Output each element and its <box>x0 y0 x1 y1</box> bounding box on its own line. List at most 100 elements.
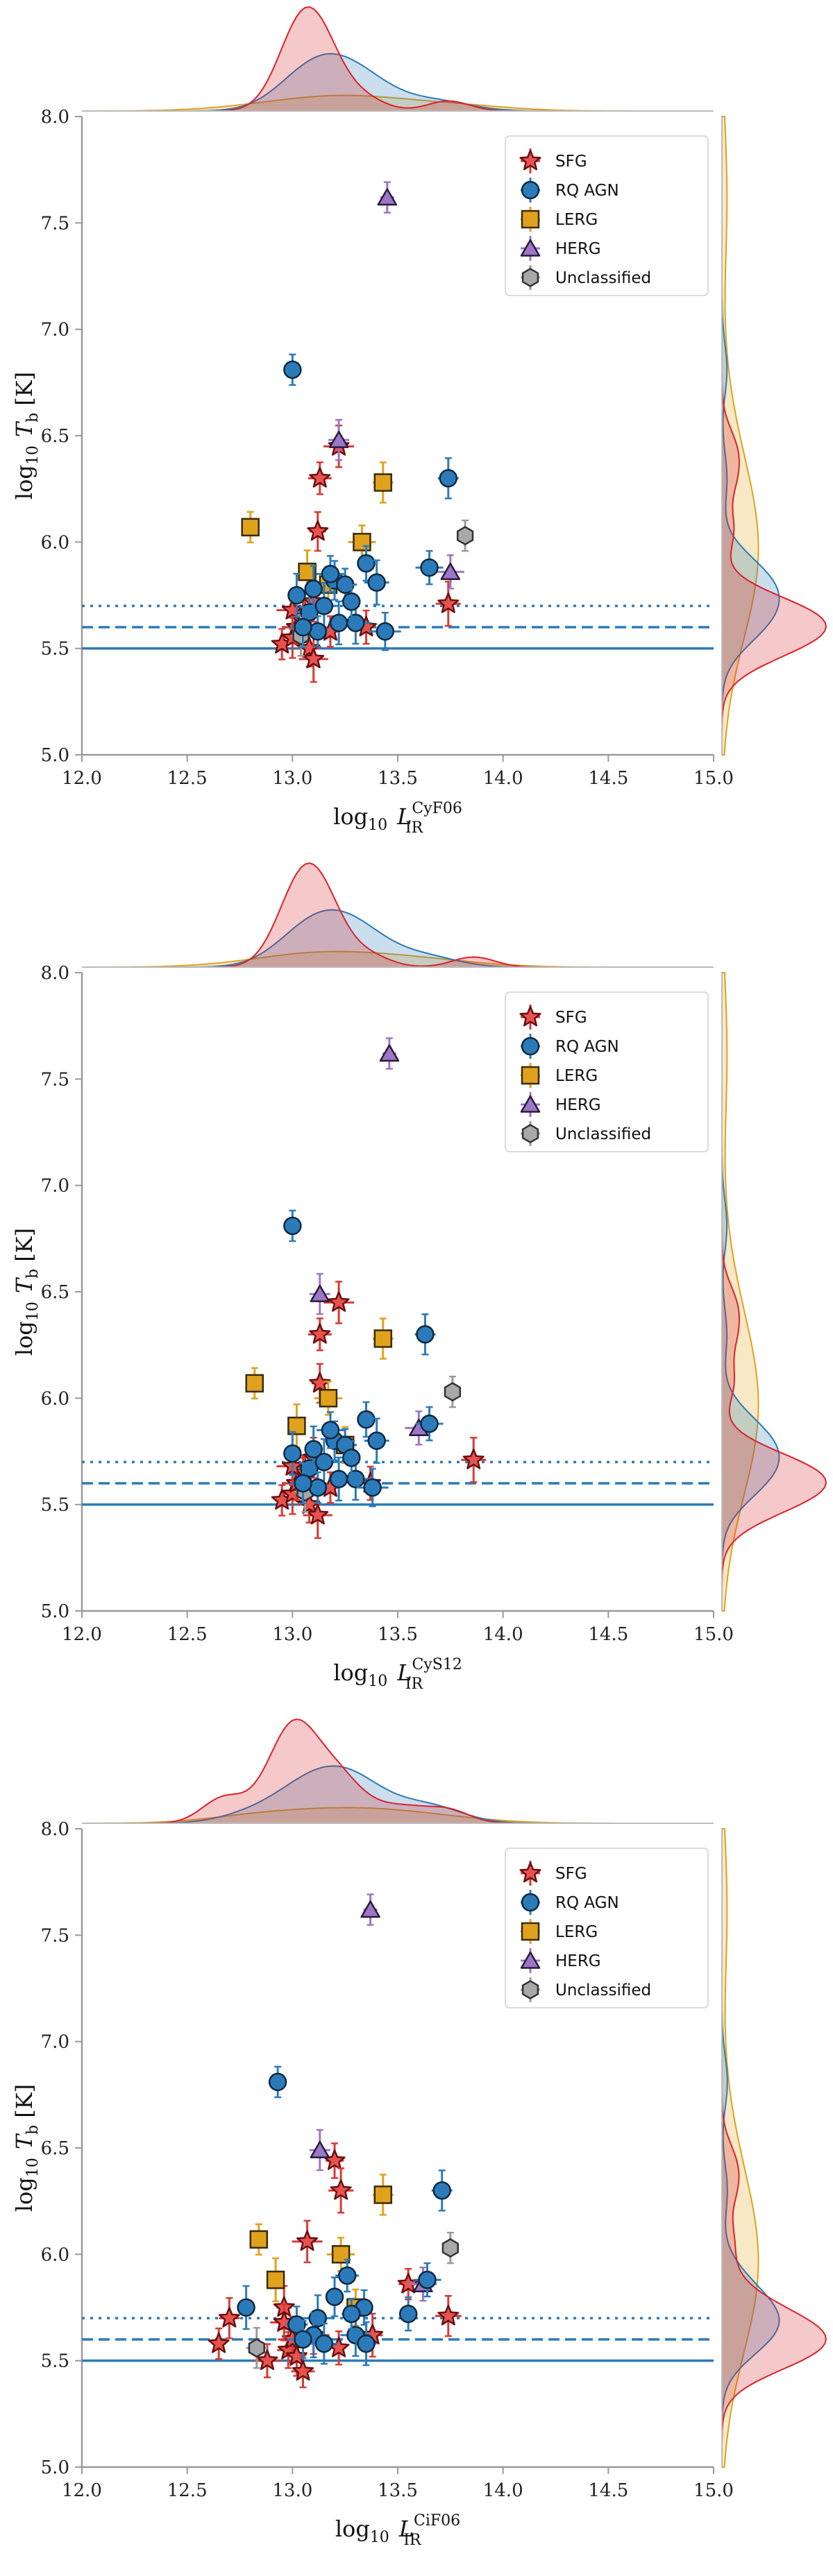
x-tick-label: 12.5 <box>167 2480 208 2501</box>
point-rq-agn <box>314 597 334 615</box>
legend-label: Unclassified <box>555 1125 651 1143</box>
point-lerg <box>353 533 371 552</box>
point-rq-agn <box>268 2072 287 2092</box>
point-sfg <box>309 1323 331 1344</box>
legend-marker-square <box>521 210 540 229</box>
point-sfg <box>328 1291 350 1312</box>
legend-marker-triangle <box>520 1095 541 1113</box>
x-tick-label: 13.0 <box>272 1624 312 1645</box>
legend: SFG RQ AGN LERG HERG Unclassified <box>505 135 709 296</box>
y-tick-label: 5.5 <box>41 1495 69 1516</box>
y-tick-label: 8.0 <box>41 1819 69 1840</box>
y-tick-label: 7.5 <box>41 1069 69 1090</box>
point-rq-agn <box>342 1448 361 1467</box>
point-rq-agn <box>346 1469 365 1489</box>
data-points <box>241 181 474 683</box>
point-sfg <box>292 2360 314 2381</box>
right-kde-marginal <box>721 1828 827 2468</box>
point-rq-agn <box>237 2298 255 2317</box>
legend-label: RQ AGN <box>555 1894 619 1912</box>
point-sfg <box>309 467 331 488</box>
y-tick-label: 7.0 <box>41 2032 69 2053</box>
kde-right-other <box>721 116 759 756</box>
point-lerg <box>331 2245 351 2264</box>
kde-top-sfg <box>82 1718 714 1824</box>
point-herg <box>328 430 349 448</box>
legend-marker-star <box>519 1861 541 1883</box>
legend-label: SFG <box>555 1865 587 1883</box>
point-rq-agn <box>321 1421 340 1440</box>
y-tick-label: 6.5 <box>41 426 69 447</box>
point-rq-agn <box>287 586 306 605</box>
chart-panel-cif06: 12.0 12.5 13.0 13.5 14.0 14.5 15.0 5.0 5.5 6.0 6.5… <box>11 1718 827 2549</box>
point-unclassified <box>456 526 474 546</box>
point-herg <box>360 1900 380 1918</box>
kde-top-rq-agn <box>82 909 714 968</box>
point-rq-agn <box>418 2270 437 2289</box>
legend-marker-circle <box>521 1037 540 1056</box>
y-tick-label: 5.5 <box>41 2351 69 2372</box>
x-tick-label: 15.0 <box>693 2480 734 2501</box>
legend-marker-hexagon <box>521 1979 539 2000</box>
x-tick-label: 13.0 <box>272 2480 312 2501</box>
x-tick-label: 12.0 <box>62 2480 102 2501</box>
point-sfg <box>309 1372 331 1393</box>
x-tick-label: 14.0 <box>483 768 523 789</box>
legend-marker-circle <box>521 180 540 200</box>
y-tick-label: 5.0 <box>41 2457 69 2478</box>
top-kde-marginal <box>82 862 714 968</box>
legend-label: SFG <box>555 153 587 171</box>
legend-label: RQ AGN <box>555 1038 619 1056</box>
point-lerg <box>266 2270 285 2289</box>
point-herg <box>379 1044 400 1062</box>
x-tick-label: 14.5 <box>588 2480 628 2501</box>
point-rq-agn <box>329 1469 348 1489</box>
legend-label: Unclassified <box>555 1981 651 1999</box>
x-tick-label: 14.5 <box>588 768 628 789</box>
x-tick-label: 14.0 <box>483 2480 523 2501</box>
axes: 12.0 12.5 13.0 13.5 14.0 14.5 15.0 5.0 5.5 6.0 6.5… <box>11 1819 734 2549</box>
x-tick-label: 13.5 <box>378 2480 418 2501</box>
point-rq-agn <box>314 2334 334 2353</box>
x-tick-label: 12.5 <box>167 1624 208 1645</box>
point-rq-agn <box>329 613 348 633</box>
y-tick-label: 6.5 <box>41 2138 69 2159</box>
y-tick-label: 6.0 <box>41 532 69 553</box>
point-herg <box>310 2140 330 2158</box>
legend-box <box>505 135 709 296</box>
data-points <box>245 1037 487 1539</box>
legend-marker-triangle <box>520 239 541 257</box>
point-rq-agn <box>398 2304 418 2323</box>
point-rq-agn <box>357 554 376 573</box>
legend-box <box>505 1848 709 2008</box>
point-lerg <box>373 1329 393 1348</box>
point-sfg <box>437 2305 460 2326</box>
point-rq-agn <box>363 1478 382 1497</box>
x-tick-label: 12.0 <box>62 768 102 789</box>
top-kde-marginal <box>82 6 714 112</box>
point-lerg <box>287 1416 306 1435</box>
legend: SFG RQ AGN LERG HERG Unclassified <box>505 991 709 1152</box>
point-rq-agn <box>439 469 458 488</box>
point-sfg <box>437 592 460 613</box>
point-rq-agn <box>342 592 361 611</box>
legend-label: SFG <box>555 1009 587 1027</box>
chart-panel-cys12: 12.0 12.5 13.0 13.5 14.0 14.5 15.0 5.0 5.5 6.0 6.5… <box>11 862 827 1693</box>
legend-label: LERG <box>555 211 598 229</box>
point-rq-agn <box>357 1410 376 1429</box>
y-tick-label: 7.0 <box>41 320 69 341</box>
axes: 12.0 12.5 13.0 13.5 14.0 14.5 15.0 5.0 5.5 6.0 6.5… <box>11 963 734 1693</box>
point-lerg <box>373 2185 393 2204</box>
right-kde-marginal <box>721 116 827 756</box>
point-herg <box>377 188 398 206</box>
point-lerg <box>245 1374 264 1393</box>
legend-label: LERG <box>555 1923 598 1941</box>
point-sfg <box>462 1449 485 1469</box>
x-tick-label: 12.0 <box>62 1624 102 1645</box>
y-axis-label: log10Tb[K] <box>11 1228 42 1356</box>
right-kde-marginal <box>721 972 827 1612</box>
top-kde-marginal <box>82 1718 714 1824</box>
y-tick-label: 8.0 <box>41 107 69 128</box>
point-rq-agn <box>376 622 395 641</box>
x-tick-label: 13.5 <box>378 768 418 789</box>
